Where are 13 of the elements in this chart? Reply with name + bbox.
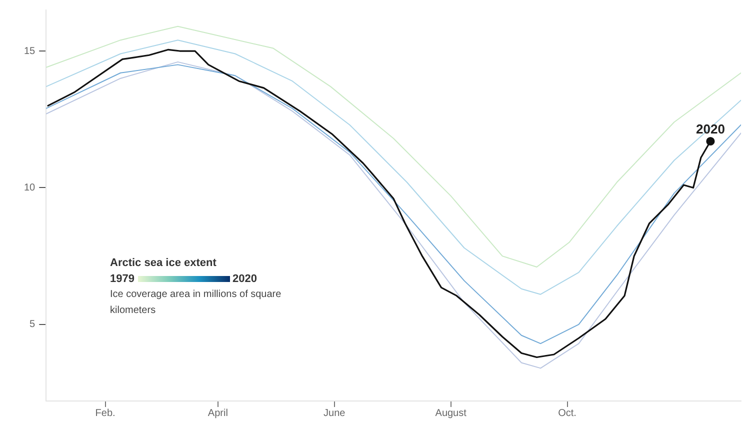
y-tick-label: 10	[24, 182, 36, 194]
x-tick-label: August	[435, 408, 467, 419]
annotation: 1979	[110, 272, 134, 287]
annotation: Arctic sea ice extent	[110, 256, 218, 271]
series-label: 2020	[696, 121, 725, 136]
x-tick-label: Oct.	[558, 408, 576, 419]
y-tick-label: 15	[24, 46, 36, 57]
y-axis-title: Ice coverage area in millions of square kilometers	[110, 288, 282, 318]
x-tick-label: April	[208, 408, 228, 419]
y-tick-label: 5	[30, 319, 36, 330]
annotation: 2020	[232, 272, 257, 287]
x-tick-label: June	[324, 408, 346, 419]
x-tick-label: Feb.	[95, 408, 116, 419]
